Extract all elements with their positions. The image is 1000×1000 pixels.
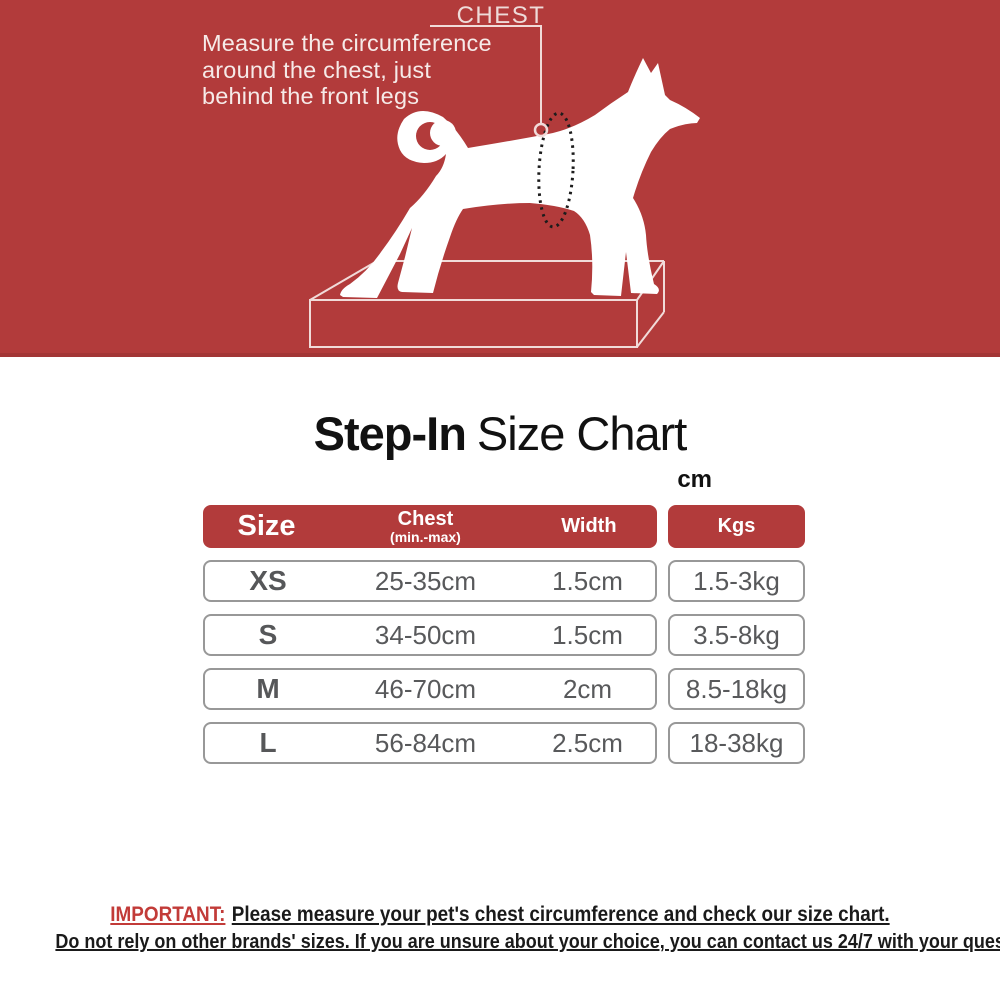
table-row: 8.5-18kg xyxy=(668,668,805,710)
size-table-main: Size Chest (min.-max) Width XS 25-35cm 1… xyxy=(203,505,657,776)
chest-cell: 46-70cm xyxy=(374,673,477,704)
table-row: L 56-84cm 2.5cm xyxy=(203,722,657,764)
header-width: Width xyxy=(561,515,617,537)
header-size: Size xyxy=(237,510,296,542)
size-cell: M xyxy=(256,673,280,704)
important-label: IMPORTANT: xyxy=(110,903,226,926)
title-suffix: Size Chart xyxy=(476,407,687,460)
chest-cell: 56-84cm xyxy=(374,727,477,758)
width-cell: 2cm xyxy=(562,673,613,704)
chest-label: CHEST xyxy=(456,2,546,29)
tail-curl-cover xyxy=(430,120,456,146)
dog-silhouette-icon xyxy=(340,58,700,298)
title-product-name: Step-In xyxy=(313,407,467,460)
chest-cell: 25-35cm xyxy=(374,565,477,596)
kgs-cell: 8.5-18kg xyxy=(685,673,788,704)
table-row: S 34-50cm 1.5cm xyxy=(203,614,657,656)
unit-label: cm xyxy=(677,466,712,493)
kgs-cell: 18-38kg xyxy=(689,727,784,758)
table-header-kgs: Kgs xyxy=(668,505,805,548)
kgs-cell: 3.5-8kg xyxy=(693,619,780,650)
size-cell: L xyxy=(259,727,277,758)
table-row: 1.5-3kg xyxy=(668,560,805,602)
footer-line1-inner: IMPORTANT: Please measure your pet's ches… xyxy=(110,903,889,927)
table-row: XS 25-35cm 1.5cm xyxy=(203,560,657,602)
instruction-line: around the chest, just xyxy=(202,56,432,83)
measurement-instruction: Measure the circumference around the che… xyxy=(202,30,492,110)
instruction-line: Measure the circumference xyxy=(202,30,492,56)
page-title: Step-In Size Chart xyxy=(0,406,1000,461)
size-table-kgs: Kgs 1.5-3kg 3.5-8kg 8.5-18kg 18-38kg xyxy=(668,505,805,776)
size-cell: XS xyxy=(249,565,287,596)
dog-measurement-illustration xyxy=(309,25,700,348)
kgs-cell: 1.5-3kg xyxy=(693,565,780,596)
chest-cell: 34-50cm xyxy=(374,619,477,650)
chest-pointer-dot xyxy=(533,122,549,138)
chest-measure-ellipse-icon xyxy=(537,111,575,229)
measurement-banner: CHEST Measure the circumference around t… xyxy=(0,0,1000,357)
header-chest: Chest (min.-max) xyxy=(330,509,521,544)
instruction-line: behind the front legs xyxy=(202,83,420,109)
footer-line2-text: Do not rely on other brands' sizes. If y… xyxy=(55,931,1000,953)
table-row: 3.5-8kg xyxy=(668,614,805,656)
width-cell: 2.5cm xyxy=(552,727,623,758)
footer-note-line1: IMPORTANT: Please measure your pet's ches… xyxy=(0,903,1000,927)
width-cell: 1.5cm xyxy=(552,619,623,650)
footer-note-line2: Do not rely on other brands' sizes. If y… xyxy=(0,931,1000,954)
width-cell: 1.5cm xyxy=(552,565,623,596)
table-row: M 46-70cm 2cm xyxy=(203,668,657,710)
size-cell: S xyxy=(258,619,278,650)
header-chest-subtext: (min.-max) xyxy=(390,529,461,545)
header-kgs: Kgs xyxy=(717,515,756,537)
table-row: 18-38kg xyxy=(668,722,805,764)
footer-line1-text: Please measure your pet's chest circumfe… xyxy=(231,903,890,926)
chest-pointer-line xyxy=(430,25,542,123)
header-chest-label: Chest xyxy=(397,508,454,530)
table-header-main: Size Chest (min.-max) Width xyxy=(203,505,657,548)
